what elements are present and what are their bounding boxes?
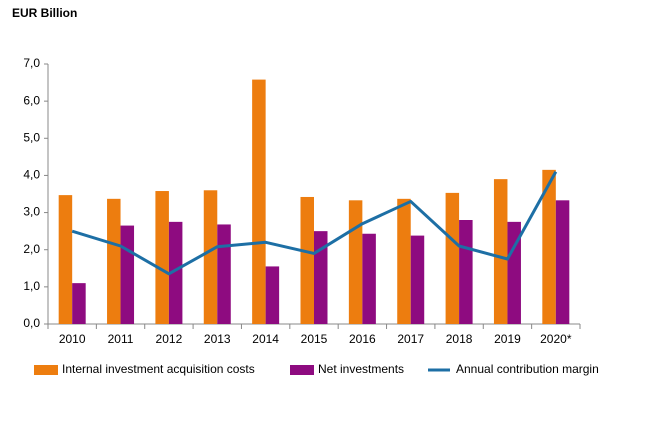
line — [71, 170, 558, 276]
bar — [265, 266, 280, 324]
y-tick-label: 1,0 — [23, 279, 40, 293]
legend-swatch — [290, 365, 314, 375]
bar — [217, 224, 231, 324]
bar — [445, 192, 460, 324]
x-tick-label: 2014 — [252, 332, 279, 346]
x-tick-label: 2015 — [301, 332, 328, 346]
bar — [362, 233, 376, 324]
y-tick-label: 4,0 — [23, 168, 40, 182]
bar — [155, 191, 169, 324]
bar — [314, 231, 328, 324]
x-tick-label: 2018 — [446, 332, 473, 346]
x-tick-label: 2019 — [494, 332, 521, 346]
y-tick-label: 7,0 — [23, 56, 40, 70]
bar — [410, 235, 425, 324]
legend-label: Annual contribution margin — [456, 362, 599, 376]
y-tick-label: 5,0 — [23, 130, 40, 144]
x-tick-label: 2013 — [204, 332, 231, 346]
x-tick-label: 2020* — [540, 332, 572, 346]
bar — [107, 198, 121, 324]
y-tick-label: 3,0 — [23, 205, 40, 219]
legend-label: Internal investment acquisition costs — [62, 362, 255, 376]
bar — [72, 283, 86, 324]
bar — [203, 190, 218, 324]
bar — [348, 200, 363, 324]
x-tick-label: 2012 — [156, 332, 183, 346]
y-tick-label: 2,0 — [23, 242, 40, 256]
bar — [397, 198, 411, 324]
bar — [555, 200, 570, 324]
bar — [300, 196, 314, 324]
y-tick-label: 6,0 — [23, 93, 40, 107]
legend-swatch — [34, 365, 58, 375]
y-tick-label: 0,0 — [23, 316, 40, 330]
bar — [507, 221, 521, 324]
bar — [120, 225, 135, 324]
bar — [252, 79, 266, 324]
legend-label: Net investments — [318, 362, 404, 376]
bar — [542, 169, 556, 324]
bar — [58, 195, 73, 324]
x-tick-label: 2011 — [108, 332, 134, 346]
x-tick-label: 2016 — [349, 332, 376, 346]
bar — [493, 179, 508, 324]
bar — [459, 220, 473, 324]
x-tick-label: 2017 — [397, 332, 424, 346]
x-tick-label: 2010 — [59, 332, 86, 346]
bar — [168, 221, 183, 324]
chart-title: EUR Billion — [12, 6, 77, 20]
